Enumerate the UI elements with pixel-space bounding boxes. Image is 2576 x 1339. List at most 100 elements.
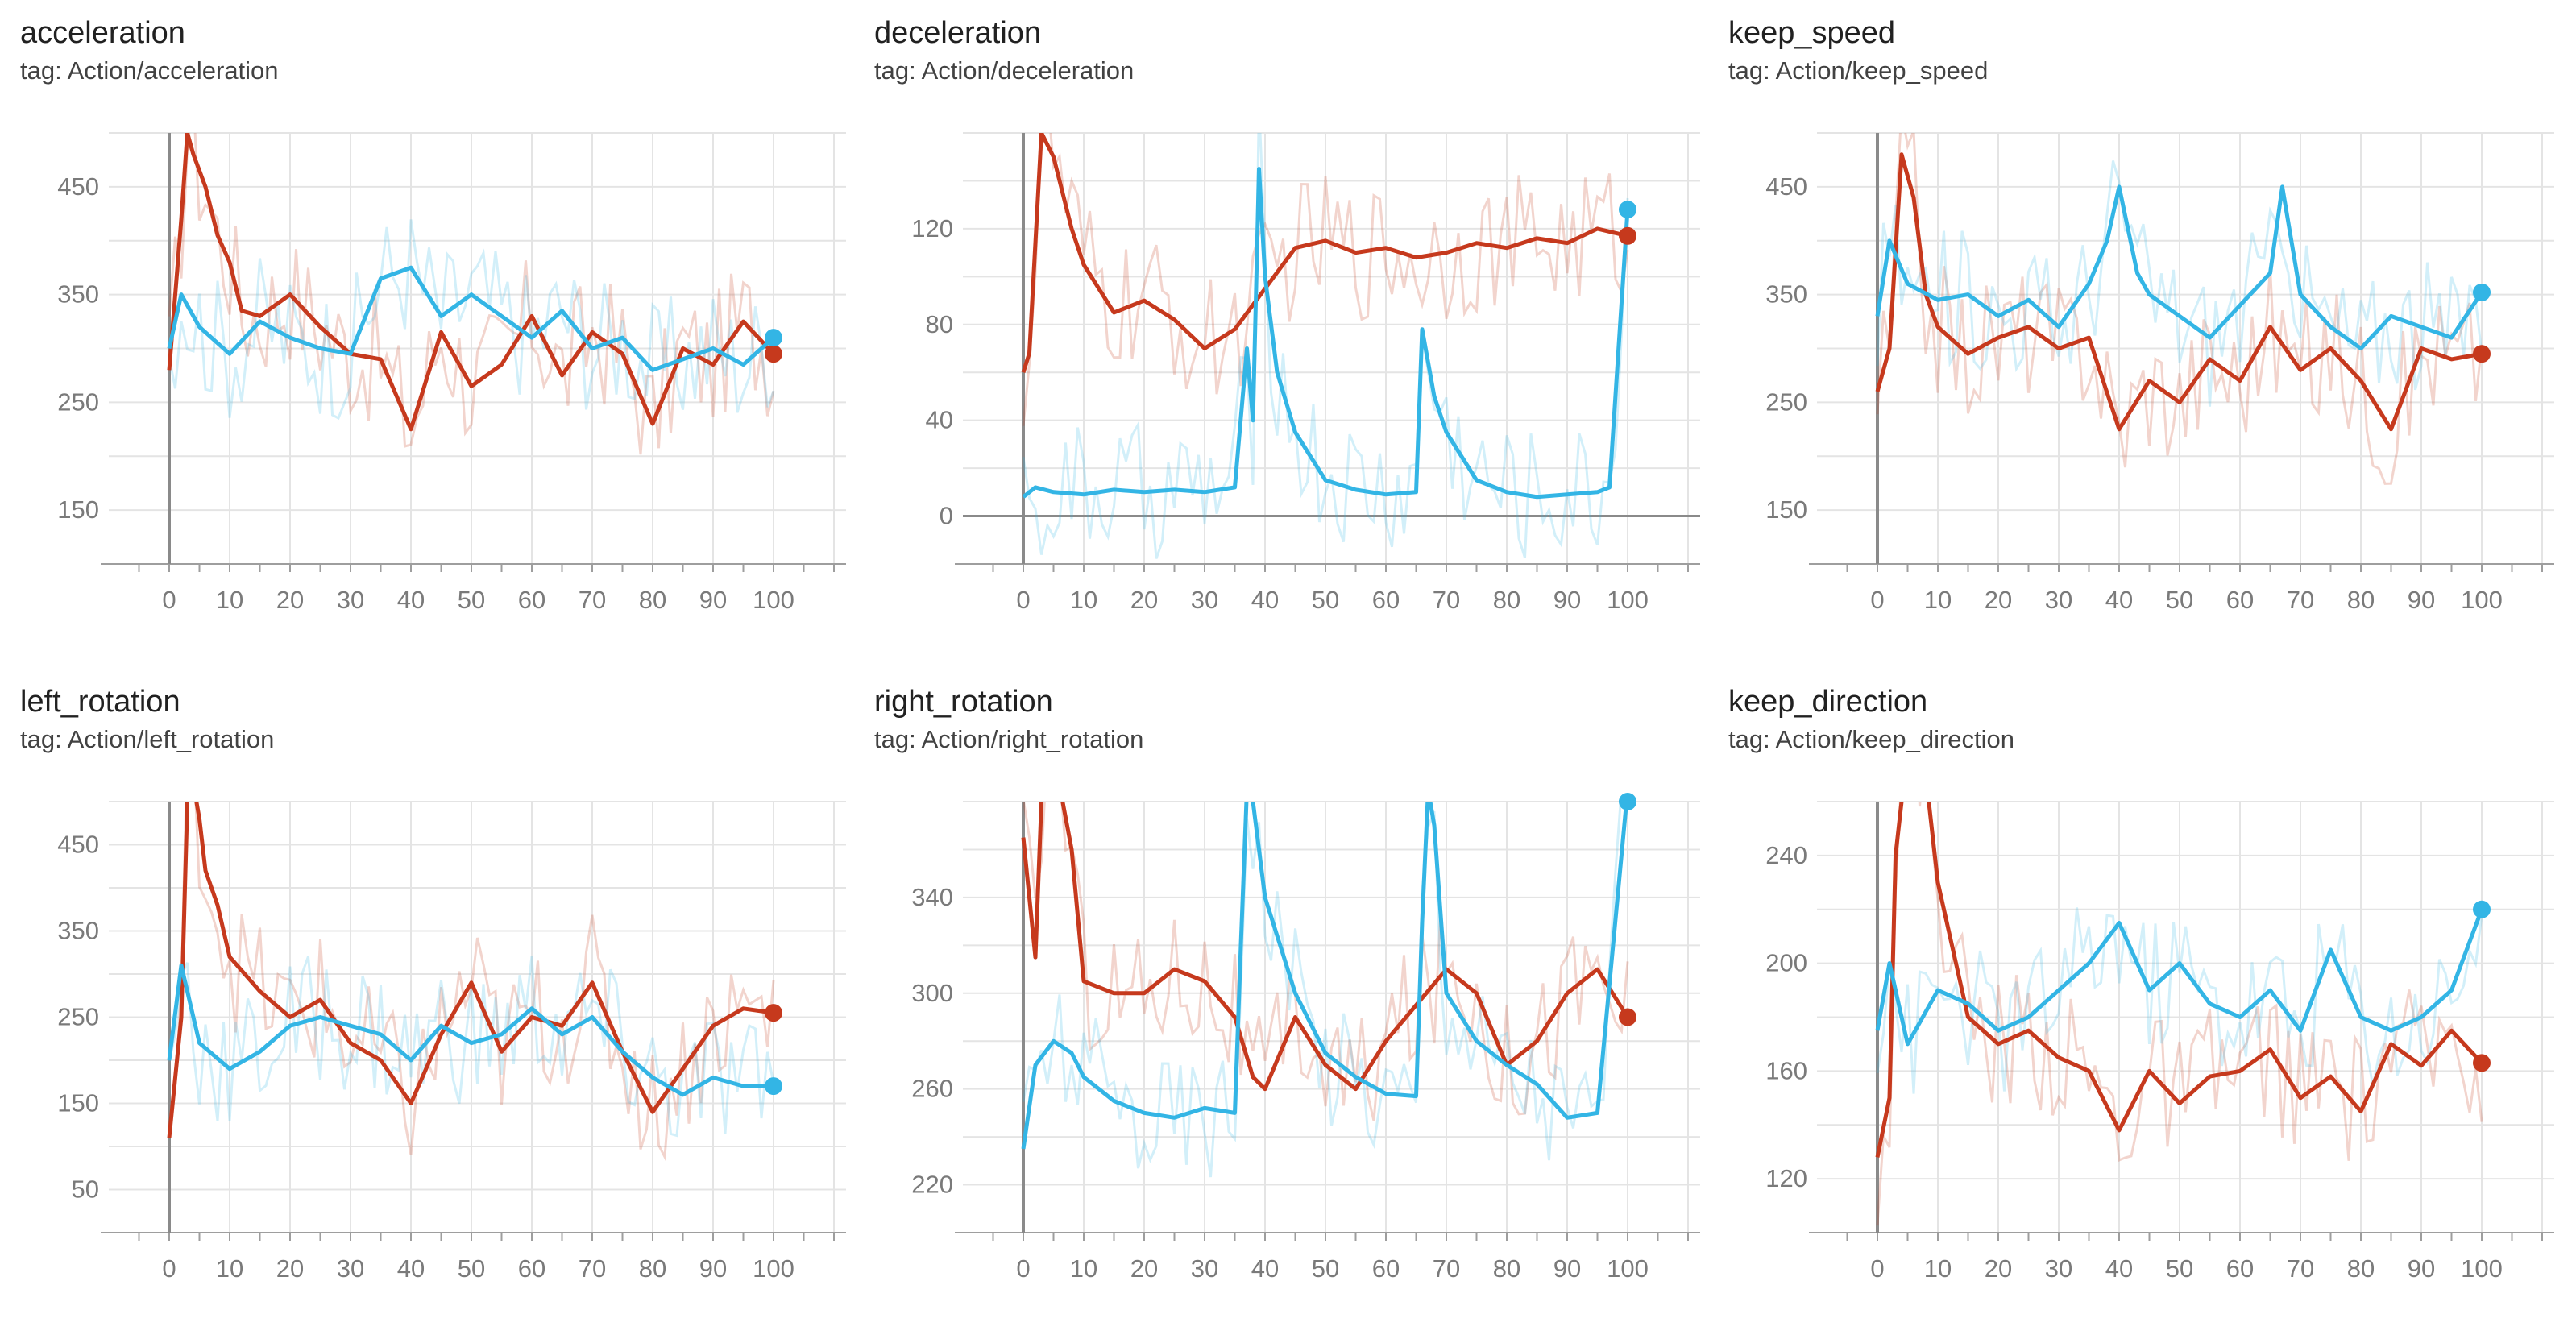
x-tick-label: 40	[397, 1254, 425, 1283]
panel-tag: tag: Action/right_rotation	[874, 725, 1144, 753]
x-tick-label: 0	[1016, 586, 1030, 614]
chart-keep-speed[interactable]: 150 250 350 450 0 10 20 30 40 50 60 70 80 90 100	[1728, 16, 2566, 653]
endpoint-blue_run[interactable]	[2473, 900, 2491, 918]
chart-left-rotation[interactable]: 50 150 250 350 450 0 10 20 30 40 50 60 70 80 90 100	[20, 685, 858, 1321]
x-tick-label: 90	[699, 1254, 727, 1283]
y-tick-label: 250	[57, 1003, 99, 1031]
x-tick-label: 0	[162, 586, 176, 614]
x-tick-label: 50	[458, 1254, 485, 1283]
plot-area	[1875, 133, 2484, 485]
y-tick-label: 450	[57, 172, 99, 201]
y-tick-label: 150	[57, 495, 99, 524]
x-tick-label: 60	[518, 1254, 545, 1283]
y-tick-label: 120	[1765, 1164, 1807, 1192]
panel-title: right_rotation	[874, 685, 1053, 719]
y-tick-label: 340	[911, 883, 953, 911]
chart-panel-acceleration: acceleration tag: Action/acceleration 15…	[20, 16, 858, 653]
x-tick-label: 10	[216, 1254, 243, 1283]
raw-series-orange_run	[1876, 133, 2483, 485]
chart-deceleration[interactable]: 0 40 80 120 0 10 20 30 40 50 60 70 80 90 100	[874, 16, 1712, 653]
x-tick-label: 100	[753, 1254, 794, 1283]
x-tick-label: 80	[639, 586, 666, 614]
endpoint-orange_run[interactable]	[1619, 1008, 1636, 1026]
y-tick-label: 250	[1765, 388, 1807, 416]
x-tick-label: 70	[1433, 1254, 1460, 1283]
x-tick-label: 80	[1493, 1254, 1520, 1283]
endpoint-blue_run[interactable]	[1619, 201, 1636, 219]
endpoint-orange_run[interactable]	[765, 345, 782, 363]
x-tick-label: 50	[1312, 586, 1339, 614]
chart-right-rotation[interactable]: 220 260 300 340 0 10 20 30 40 50 60 70 80 90 100	[874, 685, 1712, 1321]
endpoint-blue_run[interactable]	[765, 1077, 782, 1096]
x-tick-label: 90	[1553, 1254, 1581, 1283]
plot-area	[1875, 802, 2484, 1226]
x-tick-label: 30	[337, 1254, 364, 1283]
y-tick-label: 450	[1765, 172, 1807, 201]
x-tick-label: 80	[2347, 586, 2375, 614]
plot-area	[167, 802, 775, 1162]
endpoint-orange_run[interactable]	[1619, 226, 1636, 245]
endpoint-orange_run[interactable]	[2473, 1054, 2491, 1072]
panel-title: left_rotation	[20, 685, 180, 719]
y-tick-label: 350	[57, 917, 99, 945]
chart-panel-keep-direction: keep_direction tag: Action/keep_directio…	[1728, 685, 2566, 1321]
endpoint-blue_run[interactable]	[2473, 283, 2491, 301]
x-tick-label: 100	[1607, 586, 1649, 614]
x-tick-label: 90	[1553, 586, 1581, 614]
chart-keep-direction[interactable]: 120 160 200 240 0 10 20 30 40 50 60 70 80 90 100	[1728, 685, 2566, 1321]
y-tick-label: 200	[1765, 949, 1807, 977]
raw-series-orange_run	[1023, 802, 1629, 1121]
x-tick-label: 60	[2226, 586, 2254, 614]
raw-series-orange_run	[1022, 133, 1629, 426]
x-tick-label: 80	[2347, 1254, 2375, 1283]
panel-tag: tag: Action/keep_direction	[1728, 725, 2015, 753]
panel-tag: tag: Action/left_rotation	[20, 725, 275, 753]
x-tick-label: 60	[1372, 586, 1400, 614]
x-tick-label: 0	[1870, 586, 1884, 614]
y-tick-label: 40	[926, 406, 953, 434]
x-tick-label: 60	[1372, 1254, 1400, 1283]
x-tick-label: 50	[2166, 586, 2193, 614]
x-tick-label: 20	[1985, 1254, 2012, 1283]
y-tick-label: 250	[57, 388, 99, 416]
raw-series-blue_run	[1022, 133, 1629, 559]
x-tick-label: 0	[1870, 1254, 1884, 1283]
endpoint-orange_run[interactable]	[765, 1004, 782, 1022]
y-tick-label: 50	[72, 1175, 99, 1204]
x-tick-label: 0	[162, 1254, 176, 1283]
series-blue_run	[1022, 167, 1630, 500]
x-tick-label: 10	[1924, 1254, 1952, 1283]
y-tick-label: 0	[940, 502, 953, 530]
panel-tag: tag: Action/acceleration	[20, 56, 279, 85]
x-tick-label: 30	[1191, 1254, 1218, 1283]
panel-tag: tag: Action/deceleration	[874, 56, 1135, 85]
plot-area	[1021, 133, 1630, 559]
x-tick-label: 20	[1130, 1254, 1158, 1283]
x-tick-label: 40	[397, 586, 425, 614]
x-tick-label: 90	[2408, 586, 2435, 614]
x-tick-label: 70	[1433, 586, 1460, 614]
panel-title: keep_speed	[1728, 16, 1896, 50]
x-tick-label: 90	[699, 586, 727, 614]
chart-acceleration[interactable]: 150 250 350 450 0 10 20 30 40 50 60 70 80 90 100	[20, 16, 858, 653]
x-tick-label: 20	[276, 1254, 304, 1283]
y-tick-label: 260	[911, 1075, 953, 1103]
series-blue_run	[1875, 184, 2484, 350]
y-tick-label: 350	[57, 280, 99, 309]
x-tick-label: 50	[458, 586, 485, 614]
panel-title: deceleration	[874, 16, 1042, 50]
y-tick-label: 350	[1765, 280, 1807, 309]
x-tick-label: 20	[1985, 586, 2012, 614]
y-tick-label: 150	[57, 1089, 99, 1117]
endpoint-blue_run[interactable]	[765, 329, 782, 347]
y-tick-label: 300	[911, 979, 953, 1007]
chart-panel-right-rotation: right_rotation tag: Action/right_rotatio…	[874, 685, 1712, 1321]
x-tick-label: 80	[639, 1254, 666, 1283]
x-tick-label: 100	[2461, 586, 2503, 614]
endpoint-blue_run[interactable]	[1619, 793, 1636, 810]
x-tick-label: 10	[1070, 586, 1097, 614]
panel-tag: tag: Action/keep_speed	[1728, 56, 1989, 85]
endpoint-orange_run[interactable]	[2473, 345, 2491, 363]
x-tick-label: 60	[518, 586, 545, 614]
raw-series-blue_run	[1876, 907, 2483, 1094]
